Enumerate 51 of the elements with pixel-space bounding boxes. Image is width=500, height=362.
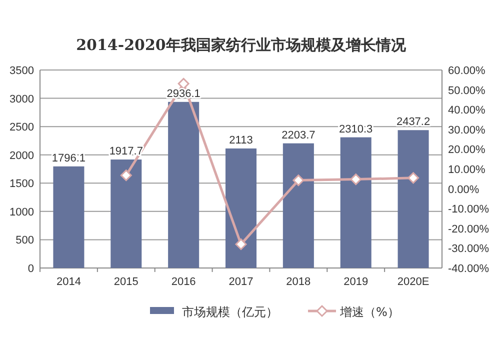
point (350, 174, 362, 186)
y2-tick-label: 30.00% (448, 124, 486, 136)
y-tick-label: 3000 (10, 93, 34, 106)
x-tick-label: 2019 (344, 276, 368, 288)
x-tick-label: 2015 (114, 276, 138, 288)
point (292, 174, 304, 186)
y2-tick-label: -20.00% (448, 223, 490, 236)
y-tick-label: 2500 (10, 122, 34, 134)
y2-tick-label: -10.00% (448, 204, 490, 216)
y2-tick-label: 40.00% (448, 104, 486, 117)
y2-tick-label: 20.00% (448, 144, 486, 156)
bar (110, 160, 142, 268)
data-label: 2113 (229, 134, 253, 146)
x-tick-label: 2016 (171, 276, 196, 288)
bar (340, 137, 372, 268)
legend-label: 增速（%） (339, 305, 400, 319)
y2-tick-label: 50.00% (448, 84, 486, 97)
data-label: 2936.1 (166, 88, 200, 100)
bar (225, 148, 257, 268)
point (408, 172, 420, 184)
y-tick-label: 0 (28, 263, 34, 275)
y2-tick-label: -30.00% (448, 243, 490, 256)
data-label: 2310.3 (339, 123, 373, 136)
data-label: 2437.2 (396, 116, 430, 128)
chart-title: 2014-2020年我国家纺行业市场规模及增长情况 (76, 36, 407, 54)
data-label: 1917.7 (109, 146, 143, 158)
y2-tick-label: -40.00% (448, 263, 490, 275)
data-label: 2203.7 (282, 129, 316, 142)
x-tick-label: 2014 (56, 276, 81, 288)
y2-tick-label: 0.00% (448, 184, 480, 196)
x-tick-label: 2020E (397, 276, 430, 288)
bar (398, 130, 429, 268)
legend-增速（%）: 增速（%） (308, 304, 400, 319)
x-tick-label: 2018 (286, 276, 311, 288)
point (120, 170, 132, 182)
y2-tick-label: 60.00% (448, 65, 486, 77)
point (178, 78, 190, 90)
point (235, 238, 247, 250)
x-tick-label: 2017 (228, 276, 254, 288)
y-tick-label: 2000 (10, 150, 34, 162)
y-tick-label: 500 (16, 234, 34, 247)
bar (282, 143, 314, 268)
bar (53, 166, 84, 268)
legend-市场规模（亿元）: 市场规模（亿元） (150, 305, 278, 319)
data-label: 1796.1 (52, 152, 86, 164)
bar (168, 102, 200, 268)
y2-tick-label: 10.00% (448, 164, 486, 176)
y-tick-label: 1500 (10, 178, 34, 190)
y-tick-label: 1000 (10, 206, 34, 218)
y-tick-label: 3500 (10, 65, 34, 77)
legend-label: 市场规模（亿元） (182, 305, 278, 319)
